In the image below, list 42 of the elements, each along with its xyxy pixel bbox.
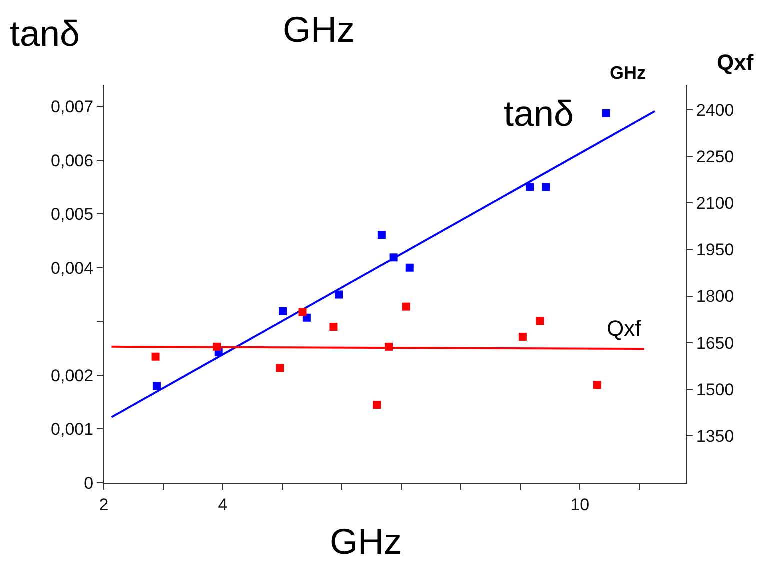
y2-tick-label: 2250 — [696, 147, 734, 166]
y-tick-label: 0,002 — [51, 366, 94, 386]
chart-title: GHz — [283, 9, 355, 50]
series-label: tanδ — [504, 93, 574, 134]
point — [373, 401, 382, 410]
y2-tick-label: 1650 — [696, 334, 734, 353]
y-tick-label: 0,004 — [51, 258, 94, 278]
y-tick-label: 0,007 — [51, 97, 94, 116]
point — [298, 308, 307, 316]
series-label: Qxf — [607, 316, 642, 341]
y-tick-label: 0,005 — [51, 205, 94, 224]
y2-axis-title: Qxf — [717, 50, 754, 75]
text: GHz — [610, 63, 646, 83]
point — [279, 307, 288, 316]
y-axis-title: tanδ — [10, 13, 80, 54]
point — [406, 264, 414, 272]
point — [518, 332, 527, 341]
x-tick-label: 2 — [99, 495, 109, 514]
y-tick-label: 0,006 — [51, 151, 94, 170]
point — [378, 231, 386, 240]
point — [542, 183, 550, 192]
point — [593, 381, 602, 390]
x-tick-label: 10 — [570, 495, 590, 514]
point — [402, 302, 410, 311]
x-axis-title: GHz — [330, 521, 402, 562]
point — [276, 364, 284, 372]
y-tick-label: 0 — [84, 474, 94, 493]
point — [152, 382, 161, 390]
y2-tick-label: 1950 — [696, 240, 734, 260]
y-tick-label: 0,001 — [51, 420, 94, 440]
y2-tick-label: 2400 — [696, 100, 734, 120]
y2-tick-label: 1500 — [696, 380, 734, 400]
x-tick-label: 4 — [218, 495, 228, 514]
point — [526, 183, 534, 192]
point — [330, 323, 338, 332]
point — [602, 110, 610, 118]
point — [152, 352, 160, 361]
y2-tick-label: 1800 — [696, 287, 734, 306]
y2-tick-label: 1350 — [696, 427, 734, 446]
point — [536, 317, 544, 326]
y2-tick-label: 2100 — [696, 194, 734, 214]
point — [335, 290, 344, 299]
